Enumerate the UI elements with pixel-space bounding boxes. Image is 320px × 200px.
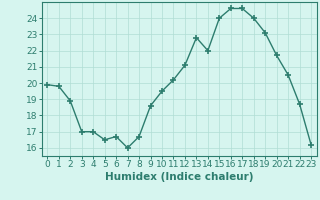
X-axis label: Humidex (Indice chaleur): Humidex (Indice chaleur) <box>105 172 253 182</box>
